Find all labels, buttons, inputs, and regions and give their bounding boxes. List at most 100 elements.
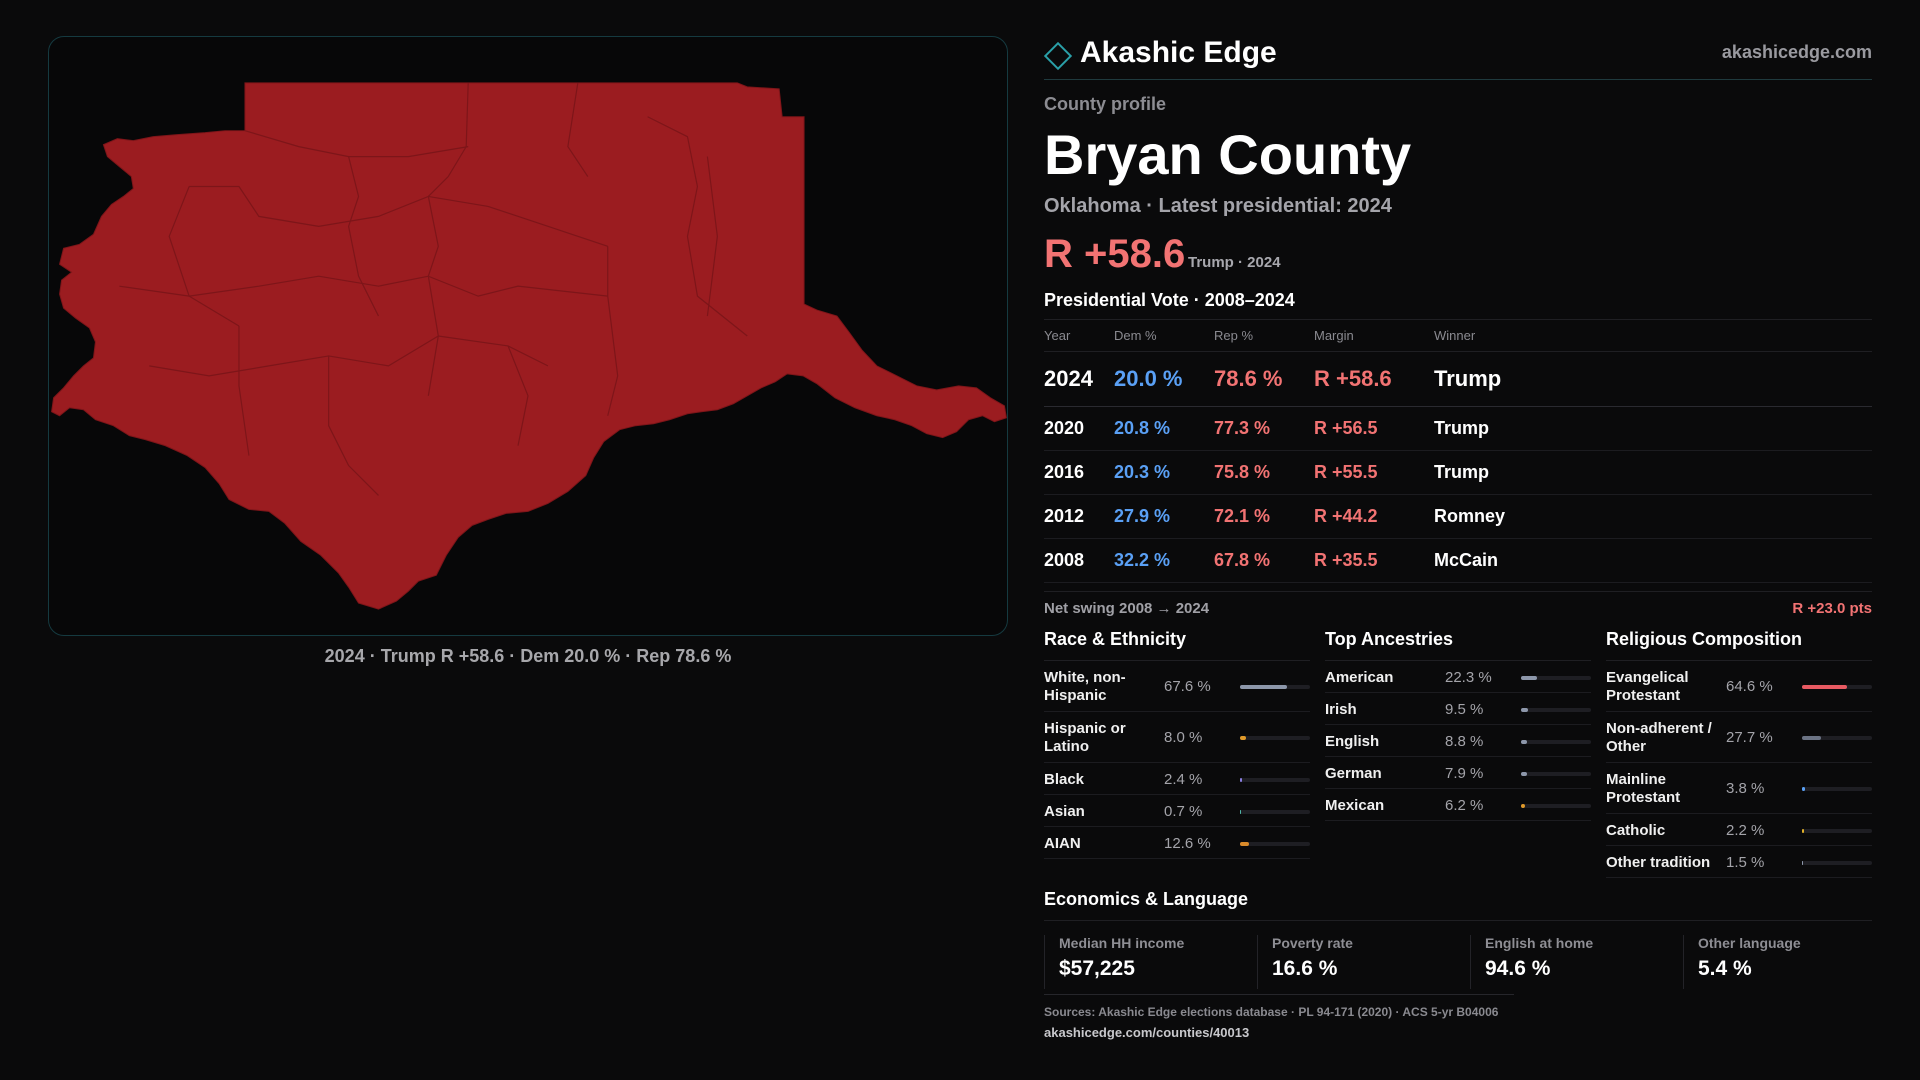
- cell-dem: 20.8 %: [1114, 406, 1214, 451]
- item-percent: 8.8 %: [1445, 733, 1484, 750]
- cell-winner: Trump: [1434, 406, 1872, 451]
- item-percent: 1.5 %: [1726, 854, 1765, 871]
- item-bar-fill: [1802, 736, 1822, 740]
- headline-margin: R +58.6 Trump · 2024: [1044, 232, 1872, 278]
- item-bar-fill: [1802, 685, 1848, 689]
- list-item: American 22.3 %: [1325, 661, 1591, 693]
- item-bar: [1802, 861, 1872, 865]
- item-percent: 3.8 %: [1726, 780, 1765, 797]
- county-map-panel[interactable]: [48, 36, 1008, 636]
- item-percent: 64.6 %: [1726, 678, 1773, 695]
- item-bar: [1521, 676, 1591, 680]
- item-bar: [1802, 787, 1872, 791]
- item-bar: [1240, 842, 1310, 846]
- race-ethnicity-section: Race & Ethnicity White, non-Hispanic 67.…: [1044, 629, 1310, 859]
- list-item: Mainline Protestant 3.8 %: [1606, 763, 1872, 814]
- profile-label: County profile: [1044, 94, 1166, 114]
- list-item: AIAN 12.6 %: [1044, 827, 1310, 859]
- col-header-dem: Dem %: [1114, 319, 1214, 352]
- item-percent: 2.2 %: [1726, 822, 1765, 839]
- table-row: 2016 20.3 % 75.8 % R +55.5 Trump: [1044, 450, 1872, 495]
- county-url-link[interactable]: akashicedge.com/counties/40013: [1044, 1025, 1250, 1040]
- list-item: English 8.8 %: [1325, 725, 1591, 757]
- diamond-icon: [1043, 41, 1073, 71]
- item-percent: 9.5 %: [1445, 701, 1484, 718]
- item-percent: 67.6 %: [1164, 678, 1211, 695]
- demographics-grid: Race & Ethnicity White, non-Hispanic 67.…: [1044, 629, 1872, 879]
- religion-section-title: Religious Composition: [1606, 629, 1872, 661]
- cell-dem: 20.0 %: [1114, 351, 1214, 407]
- list-item: White, non-Hispanic 67.6 %: [1044, 661, 1310, 712]
- item-bar: [1802, 736, 1872, 740]
- item-bar: [1521, 708, 1591, 712]
- item-bar-fill: [1521, 740, 1528, 744]
- swing-value: R +23.0 pts: [1792, 600, 1872, 617]
- item-bar: [1240, 778, 1310, 782]
- item-label: White, non-Hispanic: [1044, 669, 1126, 704]
- brand-url-link[interactable]: akashicedge.com: [1721, 42, 1872, 62]
- cell-winner: Romney: [1434, 494, 1872, 539]
- footer: Sources: Akashic Edge elections database…: [1044, 994, 1514, 1040]
- ancestry-section-title: Top Ancestries: [1325, 629, 1591, 661]
- religion-section: Religious Composition Evangelical Protes…: [1606, 629, 1872, 878]
- item-label: Evangelical Protestant: [1606, 669, 1689, 704]
- swing-label: Net swing 2008 → 2024: [1044, 600, 1210, 617]
- subdivision-lines: [119, 82, 748, 496]
- item-bar-fill: [1521, 772, 1527, 776]
- stat-label: English at home: [1485, 935, 1594, 951]
- county-map[interactable]: [49, 37, 1007, 635]
- table-header-row: Year Dem % Rep % Margin Winner: [1044, 319, 1872, 352]
- cell-rep: 67.8 %: [1214, 538, 1314, 583]
- item-percent: 8.0 %: [1164, 729, 1203, 746]
- item-bar-fill: [1521, 804, 1526, 808]
- list-item: Irish 9.5 %: [1325, 693, 1591, 725]
- page-title: Bryan County: [1044, 123, 1412, 186]
- item-label: Mexican: [1325, 797, 1385, 814]
- stat-label: Poverty rate: [1272, 935, 1353, 951]
- item-percent: 7.9 %: [1445, 765, 1484, 782]
- county-shape[interactable]: [51, 82, 1007, 610]
- col-header-rep: Rep %: [1214, 319, 1314, 352]
- net-swing-row: Net swing 2008 → 2024 R +23.0 pts: [1044, 591, 1872, 621]
- item-bar-fill: [1521, 676, 1537, 680]
- item-bar: [1521, 772, 1591, 776]
- table-row: 2008 32.2 % 67.8 % R +35.5 McCain: [1044, 538, 1872, 583]
- cell-rep: 72.1 %: [1214, 494, 1314, 539]
- ancestry-section: Top Ancestries American 22.3 % Irish 9.5…: [1325, 629, 1591, 821]
- cell-winner: McCain: [1434, 538, 1872, 583]
- stat-value: 94.6 %: [1485, 957, 1551, 980]
- item-label: Hispanic or Latino: [1044, 720, 1126, 755]
- item-label: Black: [1044, 771, 1085, 788]
- stat-poverty-rate: Poverty rate 16.6 %: [1257, 935, 1457, 989]
- stat-value: $57,225: [1059, 957, 1135, 980]
- race-section-title: Race & Ethnicity: [1044, 629, 1310, 661]
- item-label: Mainline Protestant: [1606, 771, 1681, 806]
- item-bar-fill: [1240, 736, 1246, 740]
- cell-winner: Trump: [1434, 450, 1872, 495]
- list-item: Evangelical Protestant 64.6 %: [1606, 661, 1872, 712]
- item-label: English: [1325, 733, 1380, 750]
- table-row: 2024 20.0 % 78.6 % R +58.6 Trump: [1044, 351, 1872, 407]
- cell-year: 2020: [1044, 406, 1114, 451]
- item-bar: [1240, 685, 1310, 689]
- item-percent: 22.3 %: [1445, 669, 1492, 686]
- item-percent: 27.7 %: [1726, 729, 1773, 746]
- brand-name[interactable]: Akashic Edge: [1080, 36, 1277, 69]
- list-item: Catholic 2.2 %: [1606, 814, 1872, 846]
- cell-margin: R +44.2: [1314, 494, 1434, 539]
- cell-dem: 32.2 %: [1114, 538, 1214, 583]
- item-label: Non-adherent / Other: [1606, 720, 1712, 755]
- cell-year: 2008: [1044, 538, 1114, 583]
- item-label: Catholic: [1606, 822, 1666, 839]
- item-bar: [1802, 829, 1872, 833]
- cell-year: 2016: [1044, 450, 1114, 495]
- list-item: Hispanic or Latino 8.0 %: [1044, 712, 1310, 763]
- list-item: Asian 0.7 %: [1044, 795, 1310, 827]
- item-bar-fill: [1802, 861, 1804, 865]
- item-percent: 6.2 %: [1445, 797, 1484, 814]
- cell-rep: 77.3 %: [1214, 406, 1314, 451]
- stat-value: 16.6 %: [1272, 957, 1338, 980]
- item-label: American: [1325, 669, 1394, 686]
- item-percent: 0.7 %: [1164, 803, 1203, 820]
- presidential-vote-table: Year Dem % Rep % Margin Winner 2024 20.0…: [1044, 319, 1872, 583]
